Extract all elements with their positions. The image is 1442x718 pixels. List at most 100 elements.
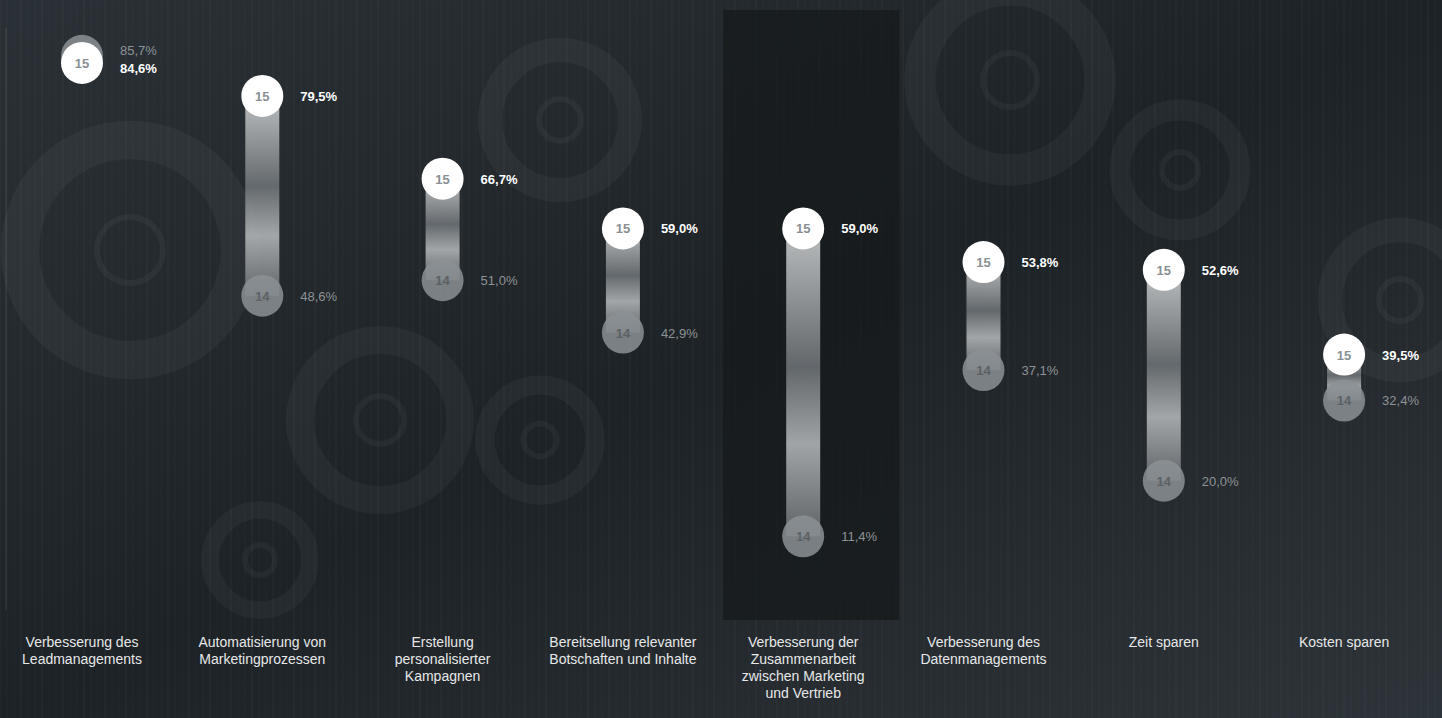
decoration xyxy=(539,99,581,141)
decoration xyxy=(1330,230,1442,370)
texture xyxy=(55,0,57,718)
texture xyxy=(1217,0,1219,718)
texture xyxy=(951,0,953,718)
point-15 xyxy=(422,158,464,200)
texture xyxy=(1301,0,1303,718)
texture xyxy=(1042,0,1044,718)
value-axis xyxy=(6,28,7,610)
data-label: 79,5% xyxy=(300,89,337,104)
point-15 xyxy=(1323,334,1365,376)
label-line: Botschaften und Inhalte xyxy=(549,651,696,667)
label-line: Verbesserung der xyxy=(748,634,859,650)
texture xyxy=(1063,0,1065,718)
background xyxy=(0,0,1442,718)
texture xyxy=(1238,0,1240,718)
series-name: 14 xyxy=(435,273,450,288)
texture xyxy=(1119,0,1121,718)
data-label: 32,4% xyxy=(1382,393,1419,408)
series-name: 14 xyxy=(796,529,811,544)
texture xyxy=(398,0,400,718)
texture xyxy=(608,0,610,718)
texture xyxy=(657,0,659,718)
series-name: 15 xyxy=(1337,348,1351,363)
series-name: 15 xyxy=(796,221,810,236)
texture xyxy=(720,0,722,718)
decoration xyxy=(1120,110,1240,230)
texture xyxy=(1273,0,1275,718)
texture xyxy=(1294,0,1296,718)
texture xyxy=(377,0,379,718)
series-name: 15 xyxy=(255,89,269,104)
texture xyxy=(384,0,386,718)
label-line: Automatisierung von xyxy=(198,634,326,650)
texture xyxy=(664,0,666,718)
point-14 xyxy=(241,275,283,317)
data-label: 85,7% xyxy=(120,43,157,58)
decoration xyxy=(210,510,310,610)
data-label: 53,8% xyxy=(1022,255,1059,270)
label-line: Marketingprozessen xyxy=(199,651,325,667)
texture xyxy=(1259,0,1261,718)
texture xyxy=(1231,0,1233,718)
data-label: 37,1% xyxy=(1022,363,1059,378)
texture xyxy=(13,0,15,718)
label-line: und Vertrieb xyxy=(765,685,841,701)
data-label: 20,0% xyxy=(1202,474,1239,489)
texture xyxy=(650,0,652,718)
category-label: Kosten sparen xyxy=(1299,634,1389,650)
point-14 xyxy=(963,349,1005,391)
data-label: 66,7% xyxy=(481,172,518,187)
texture xyxy=(356,0,358,718)
texture xyxy=(1133,0,1135,718)
category-label: Automatisierung vonMarketingprozessen xyxy=(198,634,326,667)
series-name: 14 xyxy=(1157,474,1172,489)
decoration xyxy=(920,0,1100,170)
category-label: Zeit sparen xyxy=(1129,634,1199,650)
texture xyxy=(1140,0,1142,718)
texture xyxy=(678,0,680,718)
label-line: Verbesserung des xyxy=(927,634,1040,650)
category-label: ErstellungpersonalisierterKampagnen xyxy=(395,634,491,684)
point-15 xyxy=(61,42,103,84)
point-14 xyxy=(1143,460,1185,502)
decoration xyxy=(490,50,630,190)
series-name: 15 xyxy=(976,255,990,270)
texture xyxy=(1308,0,1310,718)
texture xyxy=(461,0,463,718)
texture xyxy=(223,0,225,718)
highlight-column xyxy=(723,10,899,620)
texture xyxy=(601,0,603,718)
texture xyxy=(1028,0,1030,718)
texture xyxy=(27,0,29,718)
texture xyxy=(1049,0,1051,718)
texture xyxy=(706,0,708,718)
texture xyxy=(475,0,477,718)
texture xyxy=(202,0,204,718)
texture xyxy=(958,0,960,718)
data-label: 48,6% xyxy=(300,289,337,304)
marks xyxy=(61,35,1365,557)
texture xyxy=(902,0,904,718)
series-name: 14 xyxy=(1337,393,1352,408)
data-label: 39,5% xyxy=(1382,348,1419,363)
texture xyxy=(1070,0,1072,718)
texture xyxy=(552,0,554,718)
data-label: 59,0% xyxy=(661,221,698,236)
texture xyxy=(524,0,526,718)
texture xyxy=(517,0,519,718)
label-line: Datenmanagements xyxy=(920,651,1046,667)
label-line: Zeit sparen xyxy=(1129,634,1199,650)
label-line: Verbesserung des xyxy=(26,634,139,650)
point-14 xyxy=(782,515,824,557)
point-15 xyxy=(1143,249,1185,291)
texture xyxy=(1266,0,1268,718)
texture xyxy=(370,0,372,718)
point-14 xyxy=(1323,379,1365,421)
decoration xyxy=(524,424,557,457)
series-name: 14 xyxy=(255,289,270,304)
texture xyxy=(1056,0,1058,718)
texture xyxy=(566,0,568,718)
texture xyxy=(20,0,22,718)
series-name: 14 xyxy=(976,363,991,378)
point-15 xyxy=(782,207,824,249)
